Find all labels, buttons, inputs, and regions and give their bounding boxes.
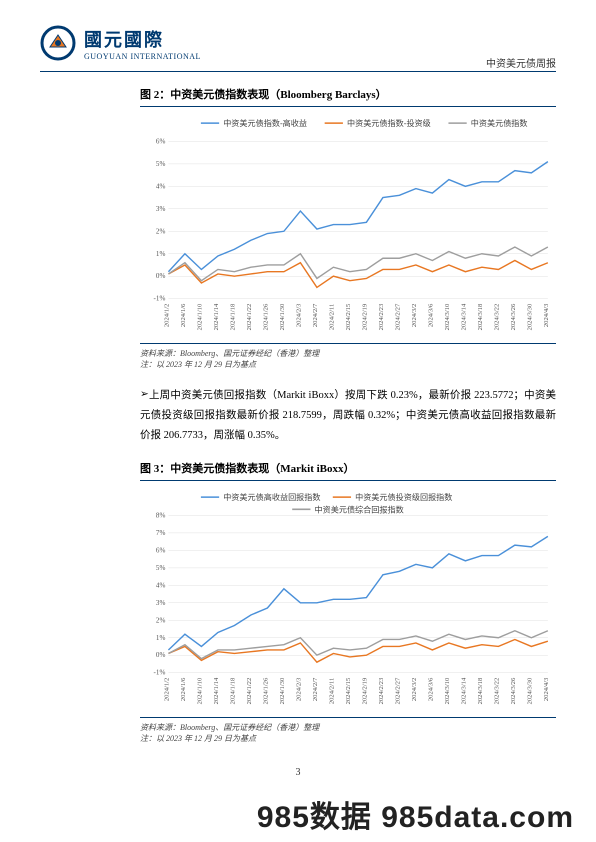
svg-text:2024/3/30: 2024/3/30: [526, 303, 533, 330]
svg-text:2024/1/18: 2024/1/18: [229, 677, 236, 704]
svg-text:2024/1/30: 2024/1/30: [279, 677, 286, 704]
svg-text:2024/3/22: 2024/3/22: [493, 304, 500, 331]
svg-text:2024/3/18: 2024/3/18: [477, 303, 484, 330]
svg-text:2024/2/7: 2024/2/7: [312, 303, 319, 327]
figure3-title: 图 3：中资美元债指数表现（Markit iBoxx）: [140, 460, 556, 476]
svg-text:-1%: -1%: [154, 669, 166, 677]
svg-text:2024/3/26: 2024/3/26: [510, 303, 517, 330]
svg-text:2024/3/22: 2024/3/22: [493, 678, 500, 705]
svg-text:中资美元债综合回报指数: 中资美元债综合回报指数: [315, 504, 404, 514]
svg-text:2024/2/19: 2024/2/19: [361, 303, 368, 330]
svg-text:2024/1/6: 2024/1/6: [180, 303, 187, 327]
svg-text:中资美元债指数-高收益: 中资美元债指数-高收益: [223, 118, 307, 128]
svg-text:2024/3/26: 2024/3/26: [510, 677, 517, 704]
guoyuan-logo-icon: [40, 25, 76, 61]
svg-text:2024/3/6: 2024/3/6: [427, 677, 434, 701]
svg-text:2024/2/7: 2024/2/7: [312, 677, 319, 701]
svg-text:6%: 6%: [156, 137, 166, 145]
svg-text:2024/3/2: 2024/3/2: [411, 678, 418, 701]
svg-text:2024/3/10: 2024/3/10: [444, 677, 451, 704]
svg-text:2024/3/2: 2024/3/2: [411, 304, 418, 327]
svg-text:中资美元债指数-投资级: 中资美元债指数-投资级: [347, 118, 431, 128]
document-page: 國元國際 GUOYUAN INTERNATIONAL 中资美元债周报 图 2：中…: [0, 0, 596, 842]
svg-text:0%: 0%: [156, 272, 166, 280]
svg-text:2024/2/27: 2024/2/27: [394, 303, 401, 330]
page-number: 3: [0, 767, 596, 778]
body-paragraph: ➢上周中资美元债回报指数（Markit iBoxx）按周下跌 0.23%，最新价…: [140, 386, 556, 446]
content-area: 图 2：中资美元债指数表现（Bloomberg Barclays） 中资美元债指…: [140, 86, 556, 744]
svg-text:2024/1/26: 2024/1/26: [262, 677, 269, 704]
svg-text:2024/3/10: 2024/3/10: [444, 303, 451, 330]
svg-text:2024/1/26: 2024/1/26: [262, 303, 269, 330]
svg-text:2024/1/10: 2024/1/10: [196, 303, 203, 330]
svg-text:2024/1/2: 2024/1/2: [163, 304, 170, 327]
header-report-title: 中资美元债周报: [486, 55, 556, 70]
header-logo: 國元國際 GUOYUAN INTERNATIONAL: [40, 25, 556, 61]
svg-text:2024/2/15: 2024/2/15: [345, 303, 352, 330]
svg-text:1%: 1%: [156, 250, 166, 258]
svg-text:2024/1/18: 2024/1/18: [229, 303, 236, 330]
svg-text:2024/1/2: 2024/1/2: [163, 678, 170, 701]
svg-text:2024/4/3: 2024/4/3: [543, 303, 550, 327]
svg-text:中资美元债高收益回报指数: 中资美元债高收益回报指数: [223, 492, 320, 502]
watermark: 985数据 985data.com: [257, 792, 574, 836]
figure3-note: 注：以 2023 年 12 月 29 日为基点: [140, 733, 556, 744]
svg-text:2024/2/15: 2024/2/15: [345, 677, 352, 704]
svg-text:1%: 1%: [156, 634, 166, 642]
svg-text:2024/1/14: 2024/1/14: [213, 677, 220, 704]
figure2-source: 资料来源：Bloomberg、国元证券经纪（香港）整理: [140, 348, 556, 359]
svg-text:2%: 2%: [156, 227, 166, 235]
svg-text:2024/2/3: 2024/2/3: [295, 677, 302, 701]
svg-text:2024/1/22: 2024/1/22: [246, 304, 253, 331]
svg-text:2024/2/23: 2024/2/23: [378, 677, 385, 704]
figure3-svg: 中资美元债高收益回报指数 中资美元债投资级回报指数中资美元债综合回报指数 -1% 0%…: [140, 487, 556, 715]
svg-text:2024/1/30: 2024/1/30: [279, 303, 286, 330]
svg-text:2024/1/6: 2024/1/6: [180, 677, 187, 701]
svg-text:2024/1/22: 2024/1/22: [246, 678, 253, 705]
svg-text:2024/1/14: 2024/1/14: [213, 303, 220, 330]
figure2-chart: 中资美元债指数-高收益 中资美元债指数-投资级 中资美元债指数 -1% 0% 1% 2% 3%…: [140, 109, 556, 344]
figure3-chart: 中资美元债高收益回报指数 中资美元债投资级回报指数中资美元债综合回报指数 -1% 0%…: [140, 483, 556, 718]
figure2-svg: 中资美元债指数-高收益 中资美元债指数-投资级 中资美元债指数 -1% 0% 1% 2% 3%…: [140, 113, 556, 341]
svg-text:3%: 3%: [156, 205, 166, 213]
svg-text:6%: 6%: [156, 546, 166, 554]
svg-text:中资美元债指数: 中资美元债指数: [471, 118, 528, 128]
svg-text:2%: 2%: [156, 616, 166, 624]
header-divider: [40, 71, 556, 72]
logo-chinese: 國元國際: [84, 26, 201, 52]
figure3-source: 资料来源：Bloomberg、国元证券经纪（香港）整理: [140, 722, 556, 733]
svg-text:2024/2/27: 2024/2/27: [394, 677, 401, 704]
svg-text:-1%: -1%: [154, 295, 166, 303]
logo-english: GUOYUAN INTERNATIONAL: [84, 52, 201, 61]
svg-text:8%: 8%: [156, 512, 166, 520]
svg-text:2024/1/10: 2024/1/10: [196, 677, 203, 704]
svg-text:5%: 5%: [156, 564, 166, 572]
svg-text:2024/3/18: 2024/3/18: [477, 677, 484, 704]
svg-text:4%: 4%: [156, 581, 166, 589]
svg-text:4%: 4%: [156, 182, 166, 190]
svg-text:2024/2/19: 2024/2/19: [361, 677, 368, 704]
svg-text:2024/2/11: 2024/2/11: [328, 678, 335, 704]
svg-text:3%: 3%: [156, 599, 166, 607]
svg-text:2024/3/14: 2024/3/14: [460, 303, 467, 330]
svg-text:2024/4/3: 2024/4/3: [543, 677, 550, 701]
svg-text:2024/2/3: 2024/2/3: [295, 303, 302, 327]
svg-text:2024/3/30: 2024/3/30: [526, 677, 533, 704]
figure2-note: 注：以 2023 年 12 月 29 日为基点: [140, 359, 556, 370]
svg-text:中资美元债投资级回报指数: 中资美元债投资级回报指数: [355, 492, 452, 502]
svg-text:0%: 0%: [156, 651, 166, 659]
svg-text:5%: 5%: [156, 160, 166, 168]
figure2-title: 图 2：中资美元债指数表现（Bloomberg Barclays）: [140, 86, 556, 102]
svg-text:7%: 7%: [156, 529, 166, 537]
svg-text:2024/2/23: 2024/2/23: [378, 303, 385, 330]
svg-text:2024/2/11: 2024/2/11: [328, 304, 335, 330]
svg-text:2024/3/14: 2024/3/14: [460, 677, 467, 704]
svg-text:2024/3/6: 2024/3/6: [427, 303, 434, 327]
